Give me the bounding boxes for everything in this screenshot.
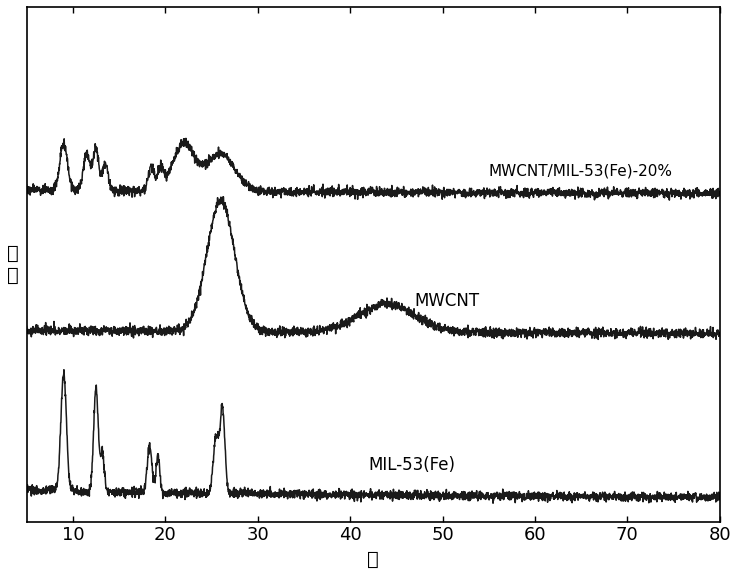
Y-axis label: 强
度: 强 度 — [7, 244, 18, 285]
Text: MIL-53(Fe): MIL-53(Fe) — [368, 456, 455, 474]
Text: MWCNT/MIL-53(Fe)-20%: MWCNT/MIL-53(Fe)-20% — [489, 164, 673, 179]
Text: MWCNT: MWCNT — [415, 293, 480, 310]
X-axis label: 度: 度 — [368, 550, 379, 569]
